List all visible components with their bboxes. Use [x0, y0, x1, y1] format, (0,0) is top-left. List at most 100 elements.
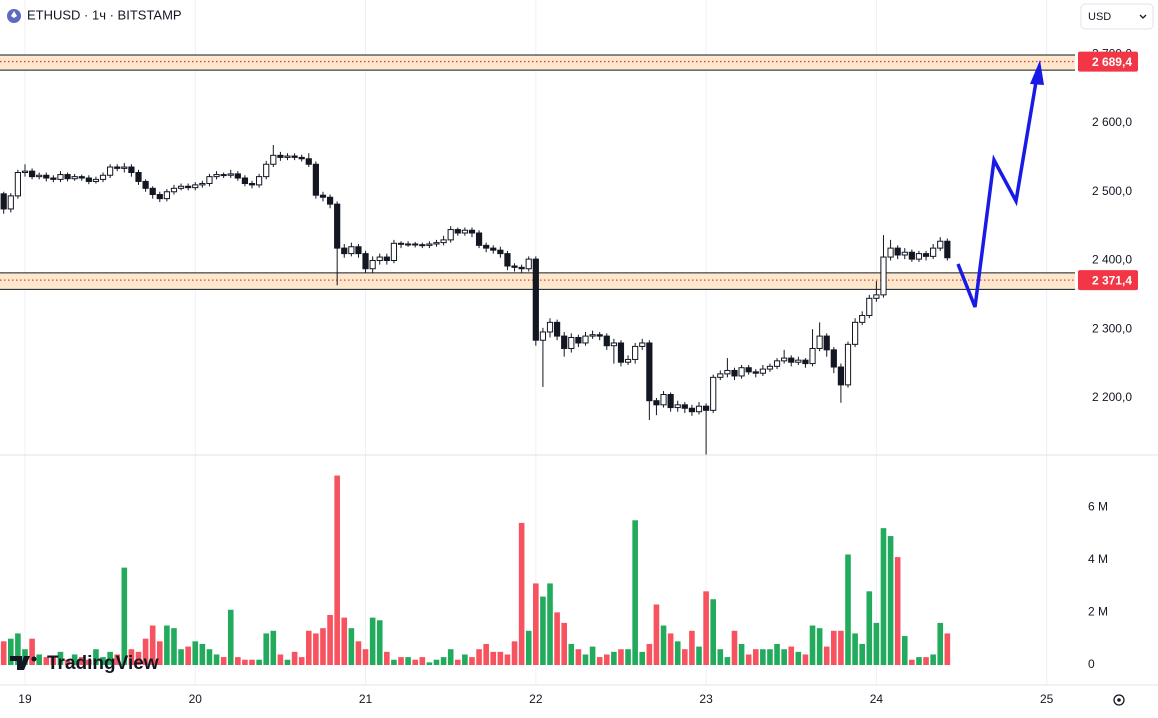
candle-body [468, 229, 476, 234]
candle-body [71, 176, 78, 180]
candle-body [121, 166, 128, 169]
volume-bar [724, 657, 731, 665]
candle-body [227, 173, 234, 176]
volume-bar [745, 654, 752, 665]
volume-bar [909, 659, 915, 665]
volume-bar [589, 646, 596, 665]
candle-body [43, 174, 50, 179]
candle-body [99, 174, 107, 180]
candle-body [206, 176, 213, 185]
volume-bar [447, 649, 454, 665]
volume-bar [128, 649, 135, 665]
currency-caret[interactable] [1139, 14, 1147, 19]
candle-body [355, 246, 362, 255]
candle-body [362, 253, 369, 270]
candle-body [660, 394, 667, 406]
volume-bar [561, 622, 568, 665]
candle-body [632, 345, 639, 360]
settings-icon-center[interactable] [1117, 698, 1121, 702]
candle-body [788, 357, 795, 363]
candle-body [419, 244, 426, 247]
candle-body [773, 360, 781, 367]
volume-bar [887, 536, 894, 665]
volume-bar [483, 643, 489, 665]
volume-bar [639, 651, 646, 665]
volume-bar [540, 596, 546, 665]
volume-bar [937, 622, 944, 665]
volume-bar [15, 633, 21, 665]
candle-body [504, 253, 511, 267]
candle-body [837, 366, 845, 386]
candle-body [717, 373, 724, 378]
candle-body [57, 174, 64, 180]
candle-body [894, 247, 901, 256]
candle-body [64, 174, 71, 180]
volume-bar [845, 554, 851, 665]
candle-body [348, 246, 355, 255]
candle-body [14, 172, 21, 197]
candles [0, 145, 951, 455]
volume-bar [923, 657, 929, 665]
candle-body [107, 166, 114, 176]
volume-bar [511, 641, 518, 665]
candle-body [731, 369, 738, 377]
volume-bar [859, 643, 865, 665]
volume-bar [426, 662, 433, 665]
candle-body [454, 229, 461, 234]
volume-bar [362, 649, 369, 665]
y-tick-label: 2 300,0 [1092, 321, 1132, 335]
candle-body [568, 336, 575, 349]
volume-bar [930, 654, 936, 665]
candle-body [21, 170, 29, 174]
volume-bar [43, 657, 50, 665]
candle-body [809, 347, 816, 365]
volume-bar [469, 657, 475, 665]
settings-icon[interactable] [1113, 694, 1125, 706]
volume-bar [284, 659, 291, 665]
volume-bar [355, 641, 362, 665]
candle-body [866, 297, 873, 316]
candle-body [561, 335, 568, 349]
candle-body [461, 229, 468, 234]
candle-body [710, 376, 717, 411]
volume-bar [809, 625, 816, 665]
candle-body [220, 174, 227, 177]
candle-body [539, 331, 547, 341]
volume-bar [29, 638, 35, 665]
volume-bar [135, 651, 142, 665]
candle-body [823, 335, 830, 351]
candle-body [880, 256, 887, 296]
candle-body [248, 183, 256, 186]
currency-select[interactable] [1080, 3, 1154, 30]
currency-label[interactable]: USD [1088, 11, 1111, 23]
candle-body [759, 368, 766, 374]
volume-bar [625, 649, 631, 665]
level-label: 2 689,4 [1092, 55, 1132, 69]
volume-bar [199, 643, 206, 665]
y-tick-label: 2 500,0 [1092, 184, 1132, 198]
candle-body [50, 177, 57, 180]
volume-bar [227, 609, 234, 665]
candle-body [887, 247, 894, 258]
projection-drawing [956, 69, 1040, 308]
candle-body [532, 258, 539, 341]
candle-body [752, 371, 759, 374]
candle-body [589, 334, 596, 337]
volume-bar [568, 643, 575, 665]
candle-body [816, 335, 823, 349]
x-tick-label: 24 [870, 692, 884, 706]
volume-bar [149, 625, 156, 665]
volume-tick-label: 4 M [1088, 552, 1108, 566]
candle-body [483, 244, 490, 249]
volume-bar [348, 628, 355, 665]
brand-logo [10, 656, 30, 670]
candle-body [695, 405, 703, 413]
candle-body [511, 265, 518, 268]
candle-body [85, 177, 92, 182]
volume-bar [242, 659, 248, 665]
volume-pane [0, 475, 951, 665]
volume-bar [100, 657, 106, 665]
candle-body [766, 365, 774, 370]
volume-tick-label: 6 M [1088, 499, 1108, 513]
symbol-icon-glyph [11, 11, 17, 18]
